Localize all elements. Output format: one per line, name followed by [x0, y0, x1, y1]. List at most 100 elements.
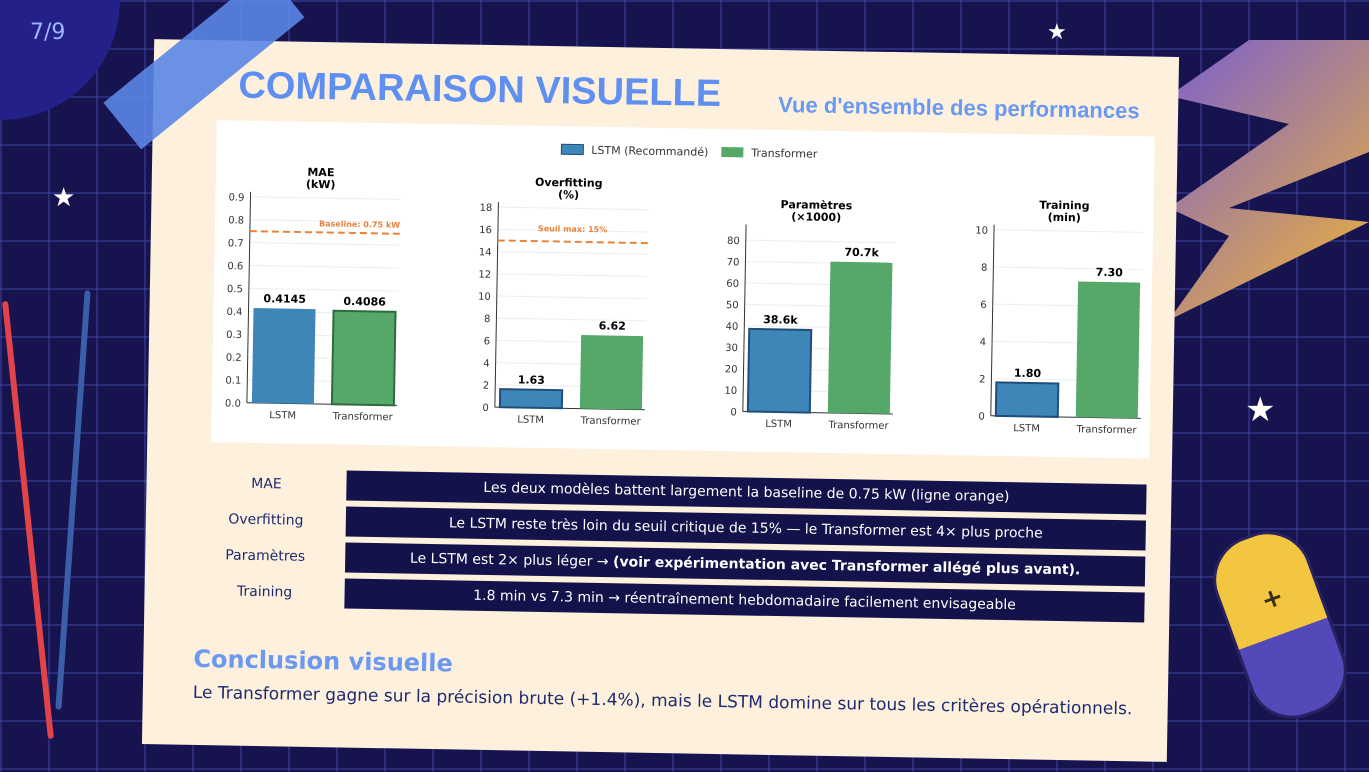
threshold-label: Baseline: 0.75 kW	[319, 219, 400, 229]
legend-label-lstm: LSTM (Recommandé)	[591, 144, 708, 159]
charts-svg: LSTM (Recommandé) Transformer MAE(kW) 0.0 0.…	[225, 143, 1145, 436]
y-tick-label: 0.2	[226, 353, 242, 364]
y-tick-label: 10	[478, 292, 491, 303]
y-tick-label: 70	[727, 257, 740, 268]
y-tick-label: 4	[483, 358, 490, 369]
bar-transformer	[330, 309, 397, 407]
blue-wire-decoration	[55, 290, 91, 710]
y-tick-label: 60	[726, 279, 739, 290]
y-axis	[246, 191, 252, 403]
row-text-main: Le LSTM reste très loin du seuil critiqu…	[448, 515, 1043, 542]
y-tick-label: 0.6	[227, 261, 243, 272]
bar-lstm	[498, 388, 564, 410]
data-label: 7.30	[1096, 266, 1124, 279]
gridline	[994, 229, 1145, 233]
x-tick-label: LSTM	[1013, 423, 1040, 434]
y-tick-label: 8	[981, 263, 988, 274]
x-tick-label: LSTM	[269, 410, 296, 421]
y-tick-label: 0.9	[228, 192, 244, 203]
y-tick-label: 0.3	[226, 330, 242, 341]
battery-decoration: +	[1200, 518, 1360, 732]
y-tick-label: 16	[479, 225, 492, 236]
data-label: 1.63	[518, 373, 545, 386]
threshold-line	[497, 239, 648, 245]
y-tick-label: 18	[479, 203, 492, 214]
page-title: COMPARAISON VISUELLE	[238, 64, 722, 116]
y-tick-label: 0.1	[225, 376, 241, 387]
bar-transformer	[1075, 281, 1141, 419]
page-corner	[0, 0, 120, 120]
star-icon: ★	[1245, 390, 1276, 430]
y-tick-label: 0.4	[226, 307, 242, 318]
x-tick-label: LSTM	[765, 419, 792, 430]
bar-transformer	[579, 335, 644, 410]
bar-transformer	[827, 261, 893, 415]
x-tick-label: Transformer	[580, 416, 642, 428]
page-subtitle: Vue d'ensemble des performances	[777, 92, 1140, 124]
y-tick-label: 4	[980, 337, 987, 348]
chart-title: (min)	[1048, 211, 1081, 225]
gridline	[249, 264, 400, 269]
bar-lstm	[746, 327, 813, 414]
data-label: 6.62	[599, 319, 626, 332]
bar-lstm	[251, 308, 316, 404]
y-tick-label: 0.8	[228, 215, 244, 226]
threshold-label: Seuil max: 15%	[538, 224, 607, 234]
bar-lstm	[994, 381, 1060, 418]
gridline	[250, 196, 401, 200]
row-label: Training	[236, 583, 293, 601]
x-tick-label: Transformer	[332, 411, 394, 423]
legend-swatch-lstm	[560, 143, 584, 156]
y-tick-label: 12	[478, 269, 491, 280]
gridline	[745, 239, 896, 244]
gridline	[497, 228, 648, 233]
red-wire-decoration	[2, 300, 54, 740]
x-tick-label: Transformer	[827, 420, 889, 432]
y-tick-label: 30	[725, 343, 738, 354]
data-label: 70.7k	[844, 246, 879, 260]
page-number: 7/9	[30, 20, 66, 45]
gridline	[497, 251, 648, 255]
lightning-bolt-decoration	[1169, 40, 1369, 320]
y-tick-label: 2	[979, 374, 986, 385]
y-tick-label: 0.7	[228, 238, 244, 249]
data-label: 38.6k	[763, 313, 798, 327]
y-tick-label: 10	[975, 225, 988, 236]
gridline	[249, 242, 400, 246]
star-icon: ★	[1047, 20, 1067, 45]
charts-panel: LSTM (Recommandé) Transformer MAE (kW) 0.0 0.…	[211, 120, 1155, 459]
y-tick-label: 20	[725, 364, 738, 375]
y-tick-label: 6	[980, 300, 987, 311]
gridline	[250, 219, 401, 223]
y-tick-label: 40	[725, 321, 738, 332]
row-label: Overfitting	[228, 511, 304, 529]
legend-swatch-transformer	[721, 147, 744, 158]
y-tick-label: 0	[730, 407, 737, 418]
x-tick-label: Transformer	[1075, 424, 1137, 436]
y-tick-label: 50	[726, 300, 739, 311]
x-tick-label: LSTM	[517, 415, 544, 426]
conclusion-text: Le Transformer gagne sur la précision br…	[192, 682, 1133, 720]
gridline	[496, 295, 647, 300]
gridline	[993, 266, 1144, 271]
row-text-main: Les deux modèles battent largement la ba…	[483, 479, 1010, 506]
row-text-main: 1.8 min vs 7.3 min → réentraînement hebd…	[473, 587, 1016, 614]
y-tick-label: 0	[978, 412, 985, 423]
chart-title: MAE	[307, 166, 334, 179]
chart-title: (%)	[558, 188, 579, 201]
y-tick-label: 0	[482, 403, 489, 414]
chart-title: (×1000)	[791, 210, 841, 224]
threshold-line	[249, 230, 400, 235]
data-label: 1.80	[1014, 367, 1042, 380]
conclusion-title: Conclusion visuelle	[193, 644, 454, 678]
y-tick-label: 80	[727, 236, 740, 247]
row-label: Paramètres	[225, 547, 306, 565]
row-label: MAE	[251, 475, 282, 493]
data-label: 0.4145	[263, 292, 306, 306]
y-axis	[990, 224, 995, 416]
star-icon: ★	[52, 183, 76, 213]
comparison-rows: MAE Les deux modèles battent largement la…	[184, 465, 1147, 626]
y-tick-label: 0.5	[227, 284, 243, 295]
chart-title: Overfitting	[535, 176, 603, 190]
gridline	[248, 287, 399, 292]
